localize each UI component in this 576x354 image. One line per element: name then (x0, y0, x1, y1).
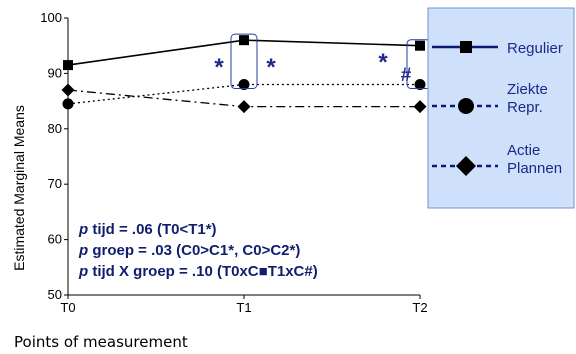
legend-label: Regulier (507, 40, 563, 57)
data-point (237, 100, 251, 114)
legend-label: Actie (507, 142, 540, 159)
stat-p-symbol: p (78, 263, 88, 280)
legend-label: Ziekte (507, 81, 548, 98)
data-point (414, 78, 426, 90)
x-tick-label: T0 (60, 300, 75, 315)
significance-mark: * (266, 54, 276, 81)
stat-text: groep = .03 (C0>C1*, C0>C2*) (88, 242, 300, 259)
significance-mark: * (214, 54, 224, 81)
plot-area: 50 60 70 80 90 100 T0 T1 T2 Estimated Marginal Me… (11, 10, 434, 351)
y-tick-label: 50 (48, 287, 62, 302)
x-tick-label: T1 (236, 300, 251, 315)
data-point (238, 78, 250, 90)
data-point (239, 35, 249, 46)
x-axis-label: Points of measurement (14, 333, 188, 351)
legend-label: Repr. (507, 99, 543, 116)
stat-p-symbol: p (78, 221, 88, 238)
data-point (413, 100, 427, 114)
data-point (415, 40, 425, 51)
legend-label: Plannen (507, 160, 562, 177)
stat-text: tijd = .06 (T0<T1*) (88, 221, 216, 238)
stat-text: tijd X groep = .10 (T0xC■T1xC#) (88, 263, 318, 280)
legend-box (427, 7, 575, 209)
y-tick-label: 90 (48, 65, 62, 80)
data-point (61, 83, 75, 97)
data-point (63, 60, 73, 71)
y-tick-label: 60 (48, 232, 62, 247)
data-point (62, 98, 74, 110)
legend-marker (456, 156, 476, 176)
stat-line: p tijd = .06 (T0<T1*) (78, 221, 217, 238)
y-axis-label: Estimated Marginal Means (11, 105, 27, 271)
y-tick-label: 80 (48, 121, 62, 136)
stat-line: p groep = .03 (C0>C1*, C0>C2*) (78, 242, 300, 259)
stat-line: p tijd X groep = .10 (T0xC■T1xC#) (78, 263, 318, 280)
y-tick-label: 70 (48, 176, 62, 191)
stat-p-symbol: p (78, 242, 88, 259)
legend-marker (458, 98, 474, 114)
significance-mark: * (378, 49, 388, 76)
comparison-bracket (230, 33, 258, 89)
legend-marker (460, 41, 472, 53)
y-tick-label: 100 (40, 10, 62, 25)
significance-mark: # (401, 65, 412, 86)
x-tick-label: T2 (412, 300, 427, 315)
